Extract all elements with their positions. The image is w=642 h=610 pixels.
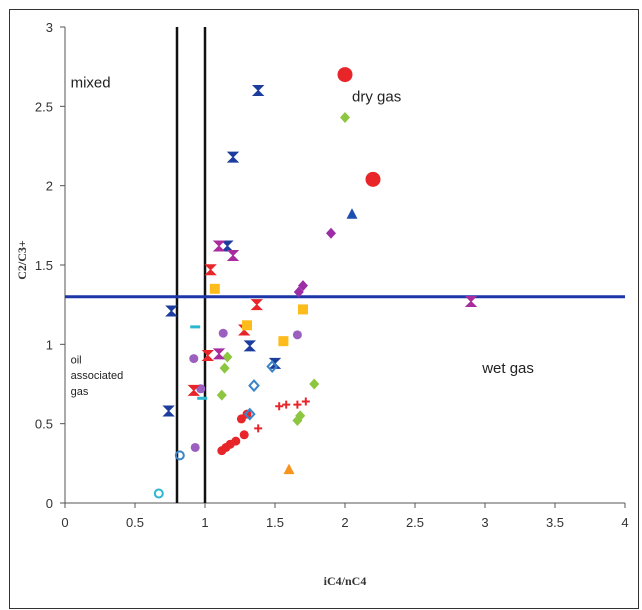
data-point — [248, 379, 260, 393]
data-point — [278, 336, 289, 347]
data-point — [162, 405, 175, 417]
data-point — [190, 442, 200, 452]
data-point — [298, 280, 308, 292]
data-point — [292, 414, 303, 426]
x-tick-label: 1.5 — [266, 515, 284, 530]
data-point — [209, 283, 220, 294]
data-point — [204, 264, 217, 276]
x-tick-label: 3 — [481, 515, 488, 530]
region-label: mixed — [71, 74, 111, 91]
data-point — [340, 111, 350, 123]
region-label: oil — [71, 354, 82, 366]
data-point — [346, 208, 358, 219]
region-label: dry gas — [352, 89, 401, 106]
data-point — [153, 488, 164, 499]
data-point — [218, 328, 228, 338]
data-point — [219, 362, 230, 374]
x-tick-label: 2 — [341, 515, 348, 530]
y-tick-label: 3 — [46, 20, 53, 35]
scatter-chart: 0 0.5 1 1.5 2 2.5 3 3.5 4 0 0.5 1 1.5 2 2.5 3 mixed dry … — [15, 20, 629, 588]
x-tick-label: 1 — [201, 515, 208, 530]
x-tick-label: 2.5 — [406, 515, 424, 530]
data-point — [165, 305, 178, 317]
data-point — [464, 295, 478, 307]
data-point — [242, 320, 252, 331]
data-point — [212, 240, 226, 252]
data-point — [275, 402, 284, 411]
region-labels: mixed dry gas oil associated gas wet gas — [71, 74, 534, 398]
data-point — [365, 171, 381, 187]
data-point — [216, 389, 227, 401]
x-tick-label: 4 — [621, 515, 628, 530]
data-point — [196, 384, 206, 394]
data-point — [221, 240, 234, 252]
y-tick-label: 0.5 — [35, 417, 53, 432]
y-tick-label: 2 — [46, 179, 53, 194]
data-point — [250, 299, 264, 311]
y-axis-title: C2/C3+ — [15, 240, 29, 280]
y-tick-label: 1 — [46, 337, 53, 352]
data-point — [226, 249, 240, 261]
data-point — [174, 450, 185, 461]
y-tick-label: 1.5 — [35, 258, 53, 273]
data-point — [222, 351, 233, 363]
y-tick-label: 2.5 — [35, 99, 53, 114]
reference-lines — [65, 27, 625, 503]
data-point — [283, 463, 295, 475]
data-point — [242, 409, 252, 419]
data-point — [187, 384, 201, 396]
data-point — [254, 424, 263, 433]
data-point — [212, 348, 226, 360]
x-tick-label: 0.5 — [126, 515, 144, 530]
data-point — [282, 400, 291, 409]
axes: 0 0.5 1 1.5 2 2.5 3 3.5 4 0 0.5 1 1.5 2 2.5 3 — [35, 20, 629, 530]
data-point — [243, 407, 256, 421]
data-point — [326, 227, 336, 239]
data-point — [301, 397, 310, 406]
data-point — [231, 436, 241, 446]
x-axis-title: iC4/nC4 — [324, 574, 367, 588]
data-point — [226, 151, 240, 163]
data-point — [239, 430, 249, 440]
x-tick-label: 0 — [61, 515, 68, 530]
region-label: gas — [71, 386, 89, 398]
data-point — [189, 354, 199, 364]
chart-frame: 0 0.5 1 1.5 2 2.5 3 3.5 4 0 0.5 1 1.5 2 2.5 3 mixed dry … — [9, 9, 639, 609]
data-points — [153, 67, 478, 499]
data-point — [292, 330, 302, 340]
data-point — [266, 360, 279, 374]
y-tick-label: 0 — [46, 496, 53, 511]
data-point — [251, 84, 265, 96]
data-point — [337, 67, 353, 83]
region-label: associated — [71, 370, 124, 382]
region-label: wet gas — [481, 360, 534, 377]
x-tick-label: 3.5 — [546, 515, 564, 530]
data-point — [243, 340, 257, 352]
data-point — [309, 378, 320, 390]
data-point — [201, 349, 215, 361]
data-point — [293, 400, 302, 409]
data-point — [298, 304, 308, 315]
